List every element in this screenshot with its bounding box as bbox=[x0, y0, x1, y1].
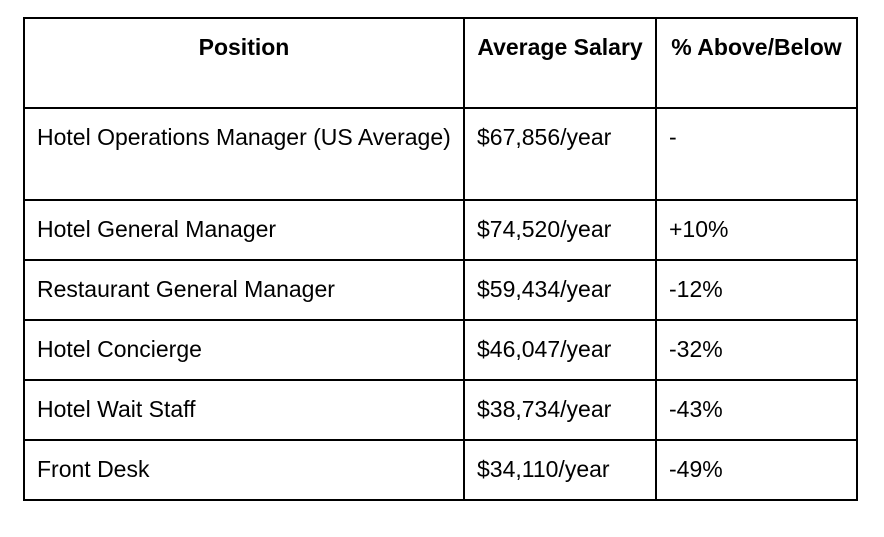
cell-delta: +10% bbox=[655, 199, 858, 261]
cell-salary: $46,047/year bbox=[463, 319, 657, 381]
table-row: Hotel General Manager $74,520/year +10% bbox=[23, 199, 858, 261]
cell-delta: -32% bbox=[655, 319, 858, 381]
cell-salary: $38,734/year bbox=[463, 379, 657, 441]
column-header-percent-above-below: % Above/Below bbox=[655, 17, 858, 109]
table-row: Restaurant General Manager $59,434/year … bbox=[23, 259, 858, 321]
cell-position: Hotel General Manager bbox=[23, 199, 465, 261]
cell-delta: -43% bbox=[655, 379, 858, 441]
cell-delta: -12% bbox=[655, 259, 858, 321]
table-row: Hotel Operations Manager (US Average) $6… bbox=[23, 107, 858, 201]
cell-position: Hotel Operations Manager (US Average) bbox=[23, 107, 465, 201]
cell-delta: - bbox=[655, 107, 858, 201]
cell-position: Hotel Wait Staff bbox=[23, 379, 465, 441]
cell-salary: $67,856/year bbox=[463, 107, 657, 201]
cell-salary: $34,110/year bbox=[463, 439, 657, 501]
cell-delta: -49% bbox=[655, 439, 858, 501]
cell-position: Restaurant General Manager bbox=[23, 259, 465, 321]
table-row: Hotel Concierge $46,047/year -32% bbox=[23, 319, 858, 381]
table-row: Front Desk $34,110/year -49% bbox=[23, 439, 858, 501]
column-header-average-salary: Average Salary bbox=[463, 17, 657, 109]
cell-salary: $74,520/year bbox=[463, 199, 657, 261]
salary-table: Position Average Salary % Above/Below Ho… bbox=[23, 17, 858, 501]
cell-position: Front Desk bbox=[23, 439, 465, 501]
table-row: Hotel Wait Staff $38,734/year -43% bbox=[23, 379, 858, 441]
column-header-position: Position bbox=[23, 17, 465, 109]
header-row: Position Average Salary % Above/Below bbox=[23, 17, 858, 109]
cell-salary: $59,434/year bbox=[463, 259, 657, 321]
cell-position: Hotel Concierge bbox=[23, 319, 465, 381]
